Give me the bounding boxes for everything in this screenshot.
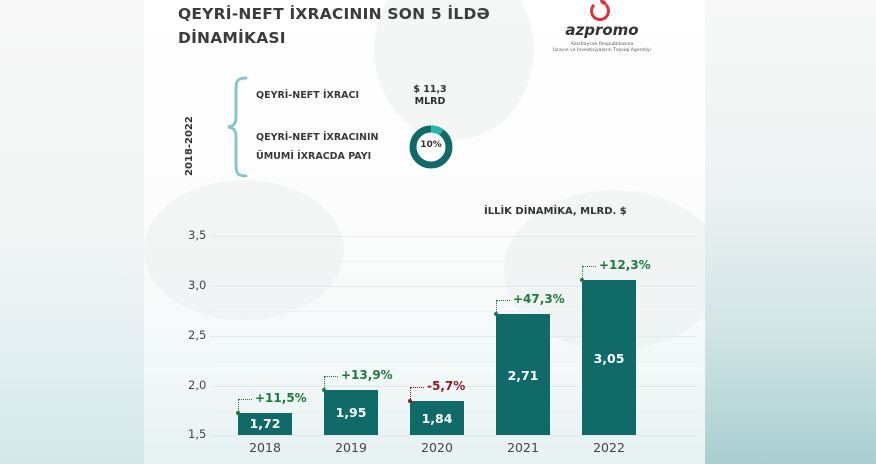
background-decoration <box>374 0 534 140</box>
logo-leaf-icon <box>600 0 607 5</box>
change-dot <box>322 388 326 392</box>
change-connector <box>496 300 497 314</box>
share-donut-value: 10% <box>420 140 442 150</box>
gridline-minor <box>210 311 696 312</box>
gridline-2.0 <box>210 386 696 387</box>
y-tick: 2,0 <box>188 378 207 392</box>
logo-subtitle-line2: İxracın və İnvestisiyaların Təşviqi Agen… <box>553 48 651 53</box>
y-tick: 1,5 <box>188 427 207 441</box>
logo-apple-icon <box>590 1 610 21</box>
change-connector <box>496 300 510 301</box>
y-tick: 2,5 <box>188 328 207 342</box>
x-tick: 2022 <box>593 440 625 455</box>
x-tick: 2021 <box>507 440 539 455</box>
change-connector <box>238 399 252 400</box>
infographic-panel: QEYRİ-NEFT İXRACININ SON 5 İLDƏ DİNAMİKA… <box>144 0 705 464</box>
logo-wordmark: azpromo <box>565 21 639 39</box>
change-label: +13,9% <box>341 368 393 382</box>
x-tick: 2018 <box>249 440 281 455</box>
bar-2021 <box>496 314 550 435</box>
non-oil-share-label-line2: ÜMUMİ İXRACDA PAYI <box>256 151 372 162</box>
change-label: +11,5% <box>255 391 307 405</box>
chart-title: İLLİK DİNAMİKA, MLRD. $ <box>484 206 627 217</box>
bar-value: 1,84 <box>421 411 453 426</box>
non-oil-export-label: QEYRİ-NEFT İXRACI <box>256 90 359 101</box>
bar-2019 <box>324 390 378 435</box>
change-connector <box>410 387 411 401</box>
change-connector <box>238 399 239 413</box>
bar-value: 1,72 <box>249 416 281 431</box>
curly-brace-icon <box>227 76 248 178</box>
non-oil-export-value: $ 11,3 MLRD <box>410 84 450 108</box>
x-tick: 2019 <box>335 440 367 455</box>
bar-2020 <box>410 401 464 435</box>
gridline-minor <box>210 261 696 262</box>
gridline-3.5 <box>210 236 696 237</box>
gridline-minor <box>210 361 696 362</box>
change-dot <box>408 399 412 403</box>
x-tick: 2020 <box>421 440 453 455</box>
gridline-2.5 <box>210 336 696 337</box>
azpromo-logo: azpromo Azərbaycan Respublikasına İxracı… <box>542 0 662 60</box>
non-oil-export-amount: $ 11,3 <box>413 84 447 95</box>
change-connector <box>410 387 424 388</box>
y-tick: 3,0 <box>188 278 207 292</box>
gridline-3.0 <box>210 286 696 287</box>
background-decoration <box>144 180 344 320</box>
period-label: 2018-2022 <box>184 116 195 176</box>
bar-2022 <box>582 280 636 435</box>
logo-subtitle-line1: Azərbaycan Respublikasına <box>570 42 634 47</box>
change-connector <box>324 376 338 377</box>
gridline-1.5 <box>210 435 696 436</box>
bar-value: 1,95 <box>335 405 367 420</box>
non-oil-share-label: QEYRİ-NEFT İXRACININ ÜMUMİ İXRACDA PAYI <box>256 128 378 166</box>
bar-value: 2,71 <box>507 368 539 383</box>
background-right <box>705 0 876 464</box>
page-title: QEYRİ-NEFT İXRACININ SON 5 İLDƏ DİNAMİKA… <box>178 5 490 47</box>
y-tick: 3,5 <box>188 228 207 242</box>
share-donut-chart <box>409 125 453 169</box>
logo-subtitle: Azərbaycan Respublikasına İxracın və İnv… <box>542 42 662 54</box>
non-oil-share-label-line1: QEYRİ-NEFT İXRACININ <box>256 132 379 143</box>
change-label: -5,7% <box>427 379 466 393</box>
change-label: +47,3% <box>513 292 565 306</box>
change-dot <box>580 278 584 282</box>
background-left <box>0 0 144 464</box>
bar-value: 3,05 <box>593 351 625 366</box>
change-connector <box>582 266 596 267</box>
non-oil-export-unit: MLRD <box>414 96 446 107</box>
bar-2018 <box>238 413 292 435</box>
change-dot <box>494 312 498 316</box>
change-connector <box>324 376 325 390</box>
change-connector <box>582 266 583 280</box>
change-dot <box>236 411 240 415</box>
change-label: +12,3% <box>599 258 651 272</box>
